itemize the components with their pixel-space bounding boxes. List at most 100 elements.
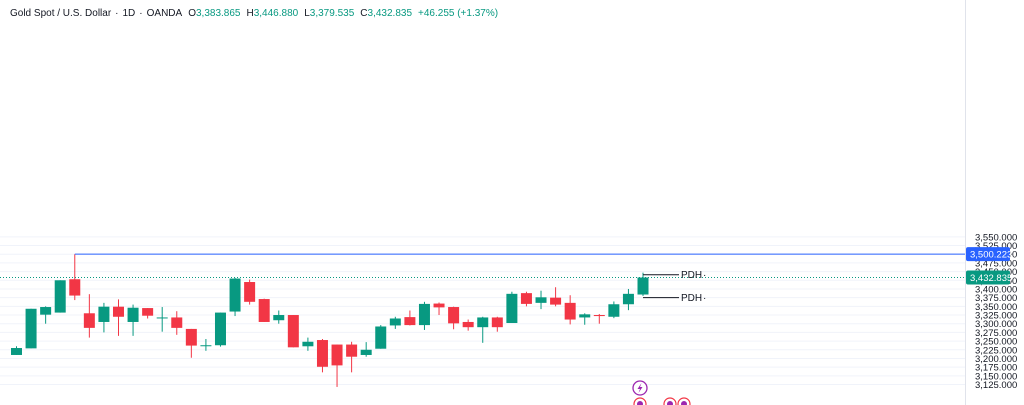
pdh-markers: PDH · PDH ·: [643, 270, 706, 304]
candle-body: [418, 303, 430, 326]
candle: [302, 337, 314, 351]
candle-body: [637, 277, 649, 295]
candle: [491, 316, 503, 332]
candle: [156, 307, 168, 332]
candle-body: [171, 317, 183, 328]
price-tick-label: 3,475.000: [975, 258, 1017, 269]
candle-body: [83, 313, 95, 328]
price-tick-label: 3,350.000: [975, 302, 1017, 313]
candle: [54, 280, 66, 313]
candle-body: [287, 315, 299, 348]
price-tick-label: 3,375.000: [975, 293, 1017, 304]
candle-body: [127, 307, 139, 322]
candle: [608, 301, 620, 319]
candle: [229, 277, 241, 317]
candle: [579, 313, 591, 325]
event-icon[interactable]: [663, 397, 677, 405]
candle-body: [200, 345, 212, 347]
candle-body: [593, 315, 605, 317]
candle: [214, 312, 226, 347]
candle-body: [185, 328, 197, 346]
candle-body: [564, 302, 576, 320]
candle-body: [375, 326, 387, 349]
close-value: 3,432.835: [367, 8, 413, 19]
candle-body: [244, 282, 256, 302]
event-icon[interactable]: [633, 397, 647, 405]
price-tick-label: 3,325.000: [975, 311, 1017, 322]
candles: [11, 254, 649, 387]
candle-body: [491, 317, 503, 328]
candle: [404, 310, 416, 326]
candle: [83, 294, 95, 338]
candle: [98, 302, 110, 333]
candle: [360, 342, 372, 357]
candle-body: [346, 344, 358, 357]
candle: [244, 279, 256, 305]
candle-body: [69, 279, 81, 296]
symbol-name: Gold Spot / U.S. Dollar: [10, 8, 112, 19]
candle-body: [40, 307, 52, 315]
price-tick-label: 3,125.000: [975, 380, 1017, 391]
candle-body: [11, 348, 22, 355]
candle: [520, 291, 532, 307]
candle: [375, 325, 387, 349]
candle: [316, 338, 328, 373]
candle: [273, 310, 285, 324]
price-tick-label: 3,225.000: [975, 345, 1017, 356]
candle-body: [258, 299, 270, 322]
open-value: 3,383.865: [195, 8, 241, 19]
price-tick-label: 3,175.000: [975, 363, 1017, 374]
last-price-tag: 3,432.835: [966, 270, 1012, 285]
candle: [142, 308, 154, 319]
candle-body: [433, 303, 445, 308]
lightning-icon[interactable]: [632, 380, 648, 396]
close-label: C: [360, 8, 368, 19]
candle: [389, 316, 401, 329]
candle-body: [622, 293, 634, 305]
candle: [258, 298, 270, 322]
candle-body: [506, 293, 518, 324]
candle: [69, 254, 81, 301]
candle: [564, 295, 576, 325]
candle: [593, 313, 605, 324]
candle-body: [273, 315, 285, 321]
last-price-tag-bg: [966, 270, 1010, 285]
candle-body: [550, 297, 562, 305]
pdh-dot: ·: [703, 293, 706, 304]
candle-body: [360, 349, 372, 355]
candle-body: [579, 314, 591, 318]
price-tick-label: 3,250.000: [975, 337, 1017, 348]
candle: [331, 344, 343, 387]
change-value: +46.255 (+1.37%): [418, 8, 499, 19]
candle-body: [520, 293, 532, 304]
candle-body: [156, 317, 168, 319]
candle: [535, 290, 547, 310]
high-label: H: [246, 8, 254, 19]
price-tick-label: 3,200.000: [975, 354, 1017, 365]
level-price-tag-bg: [966, 247, 1010, 262]
candle-body: [316, 340, 328, 367]
price-tick-label: 3,400.000: [975, 284, 1017, 295]
event-icon[interactable]: [677, 397, 691, 405]
high-value: 3,446.880: [253, 8, 299, 19]
pdh-label: PDH: [681, 293, 702, 304]
candle-body: [448, 307, 460, 324]
candle: [171, 311, 183, 335]
candle: [40, 306, 52, 324]
level-price-tag-text: 3,500.223: [970, 250, 1012, 261]
pdh-marker: PDH ·: [643, 270, 706, 281]
candle: [448, 306, 460, 330]
candle: [25, 308, 37, 349]
low-value: 3,379.535: [309, 8, 355, 19]
candle-body: [404, 317, 416, 326]
candle: [433, 302, 445, 316]
event-markers[interactable]: [632, 380, 691, 405]
candle: [637, 272, 649, 296]
candle-body: [214, 312, 226, 346]
candle-body: [25, 308, 37, 349]
candle: [622, 288, 634, 311]
last-price-tag-text: 3,432.835: [970, 273, 1012, 284]
candle-body: [462, 321, 474, 328]
timeframe[interactable]: 1D: [122, 8, 136, 19]
